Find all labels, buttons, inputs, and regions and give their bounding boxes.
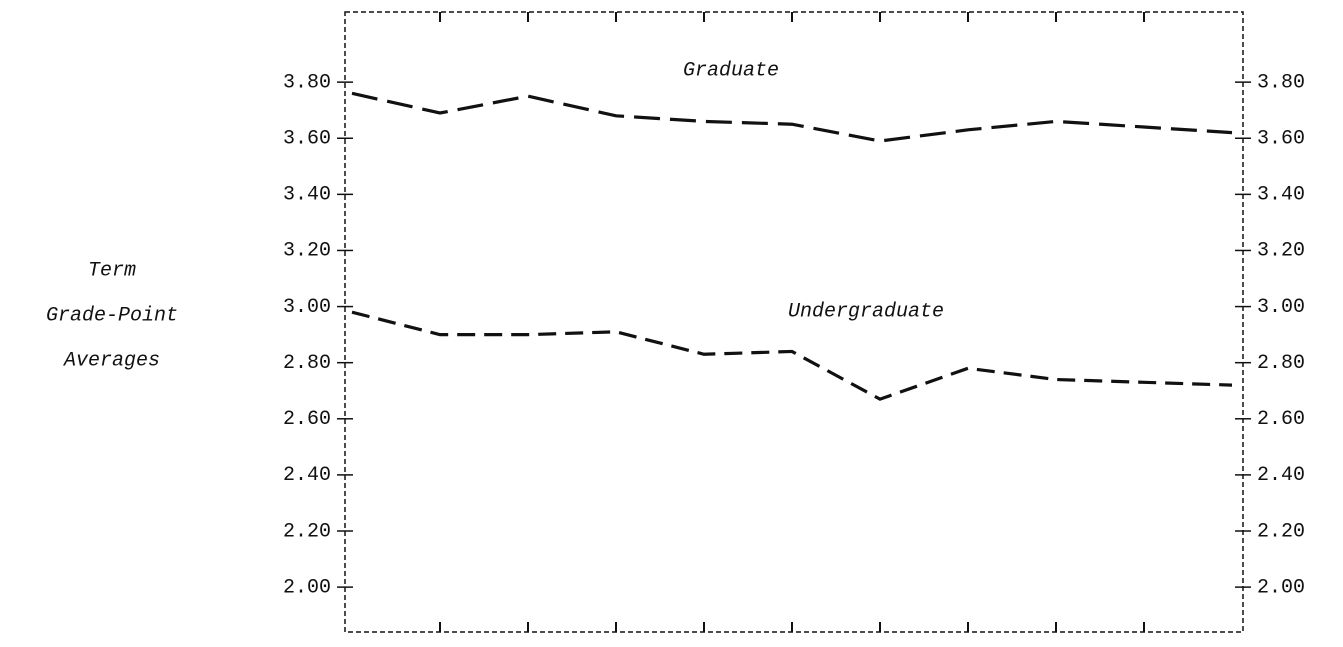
y-tick-label: 2.20 (283, 520, 331, 543)
y2-tick-label: 2.20 (1257, 520, 1305, 543)
y-tick-label: 2.00 (283, 576, 331, 599)
y-tick-label: 3.40 (283, 184, 331, 207)
series-line (351, 310, 1233, 401)
y-axis-label: Grade-Point (46, 304, 178, 327)
series-annotation: Graduate (683, 59, 779, 82)
y-tick-label: 2.80 (283, 352, 331, 375)
y2-tick-label: 2.00 (1257, 576, 1305, 599)
y-tick-label: 2.40 (283, 464, 331, 487)
y-axis-label: Term (88, 259, 136, 282)
y2-tick-label: 2.40 (1257, 464, 1305, 487)
y2-tick-label: 3.60 (1257, 128, 1305, 151)
y2-tick-label: 2.80 (1257, 352, 1305, 375)
y-tick-label: 3.20 (283, 240, 331, 263)
y-tick-label: 3.60 (283, 128, 331, 151)
y-axis-label: Averages (62, 349, 160, 372)
series-line (351, 91, 1233, 143)
y-tick-label: 2.60 (283, 408, 331, 431)
y-tick-label: 3.00 (283, 296, 331, 319)
y2-tick-label: 3.40 (1257, 184, 1305, 207)
y2-tick-label: 3.00 (1257, 296, 1305, 319)
y2-tick-label: 3.20 (1257, 240, 1305, 263)
series-annotation: Undergraduate (788, 300, 944, 323)
y-tick-label: 3.80 (283, 71, 331, 94)
y2-tick-label: 3.80 (1257, 71, 1305, 94)
plot-frame (344, 11, 1244, 633)
y2-tick-label: 2.60 (1257, 408, 1305, 431)
